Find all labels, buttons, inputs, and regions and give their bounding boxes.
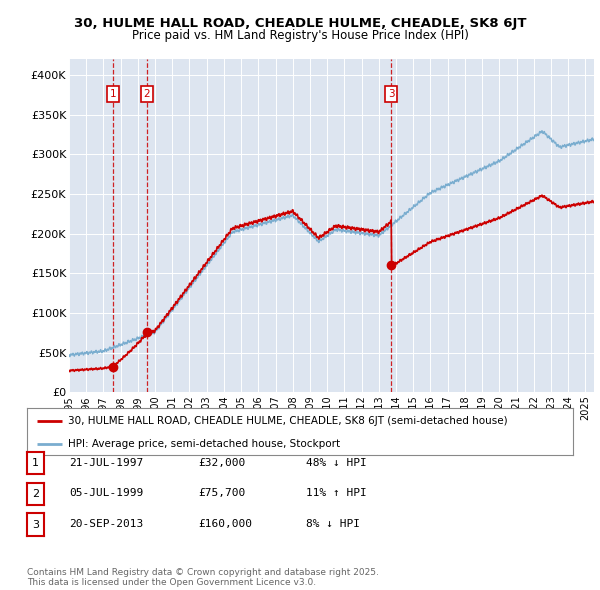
Text: 20-SEP-2013: 20-SEP-2013 bbox=[69, 519, 143, 529]
Text: 1: 1 bbox=[32, 458, 39, 468]
Text: £160,000: £160,000 bbox=[198, 519, 252, 529]
Text: 1: 1 bbox=[110, 89, 116, 99]
Text: 05-JUL-1999: 05-JUL-1999 bbox=[69, 489, 143, 498]
Text: Contains HM Land Registry data © Crown copyright and database right 2025.
This d: Contains HM Land Registry data © Crown c… bbox=[27, 568, 379, 587]
Text: £32,000: £32,000 bbox=[198, 458, 245, 467]
Text: 2: 2 bbox=[32, 489, 39, 499]
Text: 30, HULME HALL ROAD, CHEADLE HULME, CHEADLE, SK8 6JT (semi-detached house): 30, HULME HALL ROAD, CHEADLE HULME, CHEA… bbox=[68, 417, 508, 427]
Text: 3: 3 bbox=[388, 89, 395, 99]
Text: 30, HULME HALL ROAD, CHEADLE HULME, CHEADLE, SK8 6JT: 30, HULME HALL ROAD, CHEADLE HULME, CHEA… bbox=[74, 17, 526, 30]
Text: 3: 3 bbox=[32, 520, 39, 529]
Text: 48% ↓ HPI: 48% ↓ HPI bbox=[306, 458, 367, 467]
Text: Price paid vs. HM Land Registry's House Price Index (HPI): Price paid vs. HM Land Registry's House … bbox=[131, 30, 469, 42]
Text: 11% ↑ HPI: 11% ↑ HPI bbox=[306, 489, 367, 498]
Text: 8% ↓ HPI: 8% ↓ HPI bbox=[306, 519, 360, 529]
Text: HPI: Average price, semi-detached house, Stockport: HPI: Average price, semi-detached house,… bbox=[68, 439, 340, 448]
Text: £75,700: £75,700 bbox=[198, 489, 245, 498]
Text: 2: 2 bbox=[143, 89, 150, 99]
Text: 21-JUL-1997: 21-JUL-1997 bbox=[69, 458, 143, 467]
